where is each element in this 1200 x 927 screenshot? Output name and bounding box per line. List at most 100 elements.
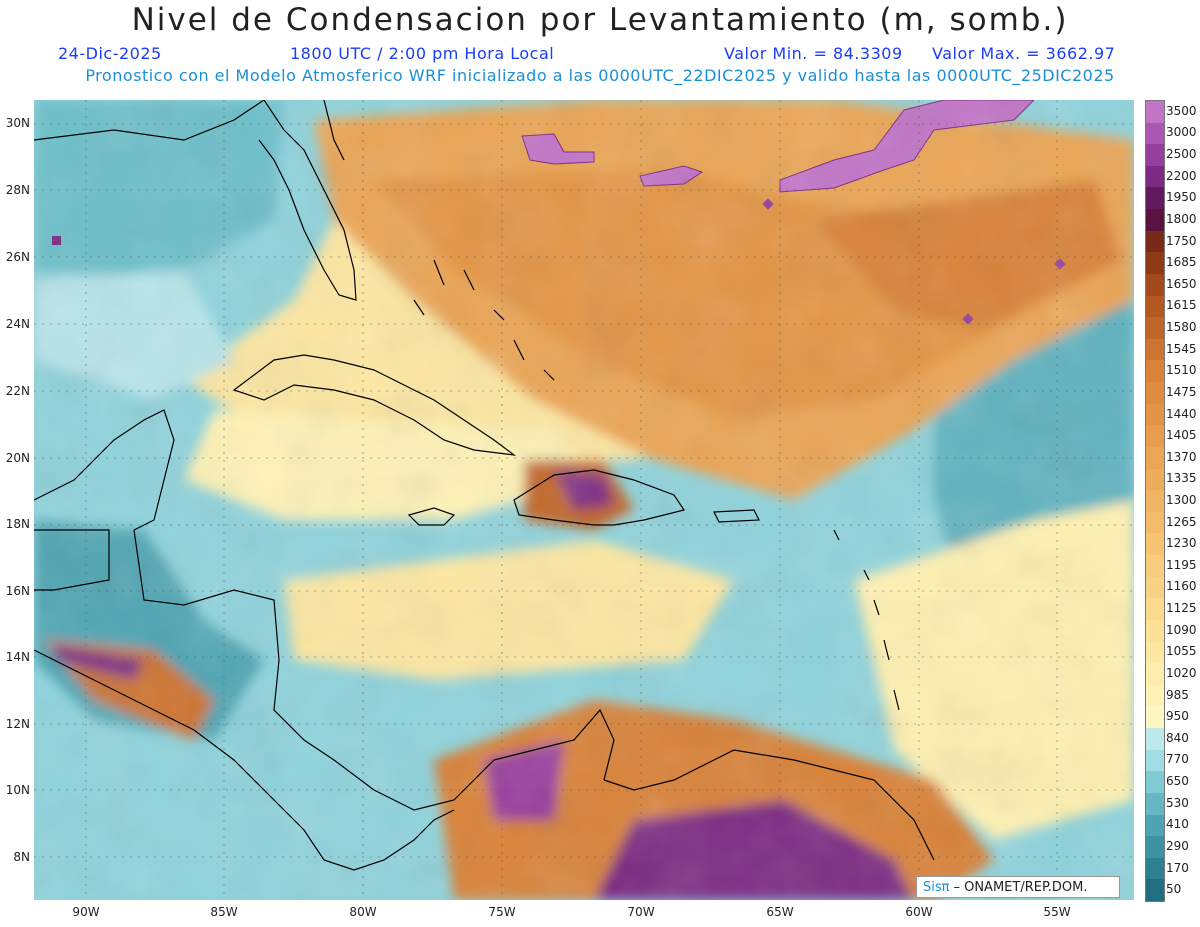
legend-swatch (1146, 446, 1164, 470)
legend-label: 1405 (1166, 428, 1197, 443)
legend-swatch (1146, 101, 1164, 124)
legend-swatch (1146, 555, 1164, 578)
legend-label: 950 (1166, 709, 1189, 724)
legend-swatch (1146, 857, 1164, 880)
legend-swatch (1146, 295, 1164, 318)
legend-label: 1580 (1166, 320, 1197, 335)
legend-swatch (1146, 317, 1164, 340)
legend-swatch (1146, 663, 1164, 686)
legend-label: 1160 (1166, 579, 1197, 594)
lon-label: 55W (1043, 905, 1071, 919)
credit-text: – ONAMET/REP.DOM. (953, 879, 1088, 895)
lat-label: 28N (5, 183, 30, 197)
legend-swatch (1146, 122, 1164, 145)
legend-swatch (1146, 771, 1164, 794)
legend-label: 410 (1166, 817, 1189, 832)
legend-swatch (1146, 706, 1164, 729)
legend-swatch (1146, 836, 1164, 859)
legend-swatch (1146, 230, 1164, 253)
legend-label: 1685 (1166, 255, 1197, 270)
legend-swatch (1146, 425, 1164, 448)
legend-swatch (1146, 598, 1164, 621)
model-info: Pronostico con el Modelo Atmosferico WRF… (85, 66, 1115, 85)
legend-label: 1475 (1166, 384, 1197, 399)
lon-label: 70W (627, 905, 655, 919)
legend-label: 290 (1166, 838, 1189, 853)
max-value: Valor Max. = 3662.97 (932, 44, 1116, 63)
lcl-map (34, 100, 1134, 900)
legend-label: 3500 (1166, 103, 1197, 118)
legend-label: 1440 (1166, 406, 1197, 421)
lon-label: 80W (349, 905, 377, 919)
legend-label: 1370 (1166, 449, 1197, 464)
lat-label: 16N (5, 584, 30, 598)
legend-swatch (1146, 641, 1164, 664)
legend-label: 1650 (1166, 276, 1197, 291)
sis-logo-text: Sisπ (923, 879, 950, 895)
min-value: Valor Min. = 84.3309 (724, 44, 903, 63)
lat-label: 24N (5, 317, 30, 331)
legend-label: 1055 (1166, 644, 1197, 659)
legend-label: 2500 (1166, 147, 1197, 162)
lat-label: 14N (5, 650, 30, 664)
legend-swatch (1146, 576, 1164, 599)
legend-swatch (1146, 749, 1164, 772)
legend-label: 1510 (1166, 363, 1197, 378)
legend-swatch (1146, 338, 1164, 361)
legend-swatch (1146, 619, 1164, 643)
legend-label: 1195 (1166, 557, 1197, 572)
legend-swatch (1146, 165, 1164, 188)
legend-swatch (1146, 814, 1164, 837)
legend-label: 1230 (1166, 536, 1197, 551)
legend-label: 2200 (1166, 168, 1197, 183)
legend-label: 1020 (1166, 665, 1197, 680)
legend-swatch (1146, 792, 1164, 815)
legend-swatch (1146, 879, 1164, 902)
legend-swatch (1146, 684, 1164, 707)
legend-label: 650 (1166, 774, 1189, 789)
legend-swatch (1146, 252, 1164, 275)
legend-label: 170 (1166, 860, 1189, 875)
legend-label: 1800 (1166, 211, 1197, 226)
legend-swatch (1146, 728, 1164, 751)
lat-label: 18N (5, 517, 30, 531)
legend-swatch (1146, 468, 1164, 491)
lat-label: 12N (5, 717, 30, 731)
legend-label: 1615 (1166, 298, 1197, 313)
legend-label: 1090 (1166, 622, 1197, 637)
legend-label: 530 (1166, 795, 1189, 810)
lon-label: 85W (210, 905, 238, 919)
legend-swatch (1146, 187, 1164, 210)
legend-swatch (1146, 403, 1164, 426)
lon-label: 60W (905, 905, 933, 919)
legend-swatch (1146, 360, 1164, 383)
legend-label: 985 (1166, 687, 1189, 702)
legend-swatch (1146, 533, 1164, 556)
legend-label: 1750 (1166, 233, 1197, 248)
lon-label: 90W (72, 905, 100, 919)
color-legend (1145, 100, 1165, 902)
legend-label: 770 (1166, 752, 1189, 767)
forecast-time: 1800 UTC / 2:00 pm Hora Local (290, 44, 555, 63)
lon-label: 65W (766, 905, 794, 919)
map-title: Nivel de Condensacion por Levantamiento … (131, 2, 1069, 38)
legend-label: 1300 (1166, 493, 1197, 507)
lat-label: 22N (5, 384, 30, 398)
legend-label: 50 (1166, 882, 1182, 897)
legend-label: 1335 (1166, 471, 1197, 486)
credit-box: Sisπ – ONAMET/REP.DOM. (916, 876, 1120, 898)
legend-swatch (1146, 382, 1164, 405)
lat-label: 10N (5, 783, 30, 797)
legend-swatch (1146, 490, 1164, 513)
legend-label: 3000 (1166, 125, 1197, 140)
legend-swatch (1146, 273, 1164, 297)
legend-label: 840 (1166, 730, 1189, 745)
legend-swatch (1146, 511, 1164, 534)
lon-label: 75W (488, 905, 516, 919)
lat-label: 30N (5, 116, 30, 130)
legend-swatch (1146, 209, 1164, 232)
legend-label: 1545 (1166, 341, 1197, 356)
lat-label: 8N (13, 850, 30, 864)
forecast-date: 24-Dic-2025 (58, 44, 162, 63)
lat-label: 20N (5, 451, 30, 465)
